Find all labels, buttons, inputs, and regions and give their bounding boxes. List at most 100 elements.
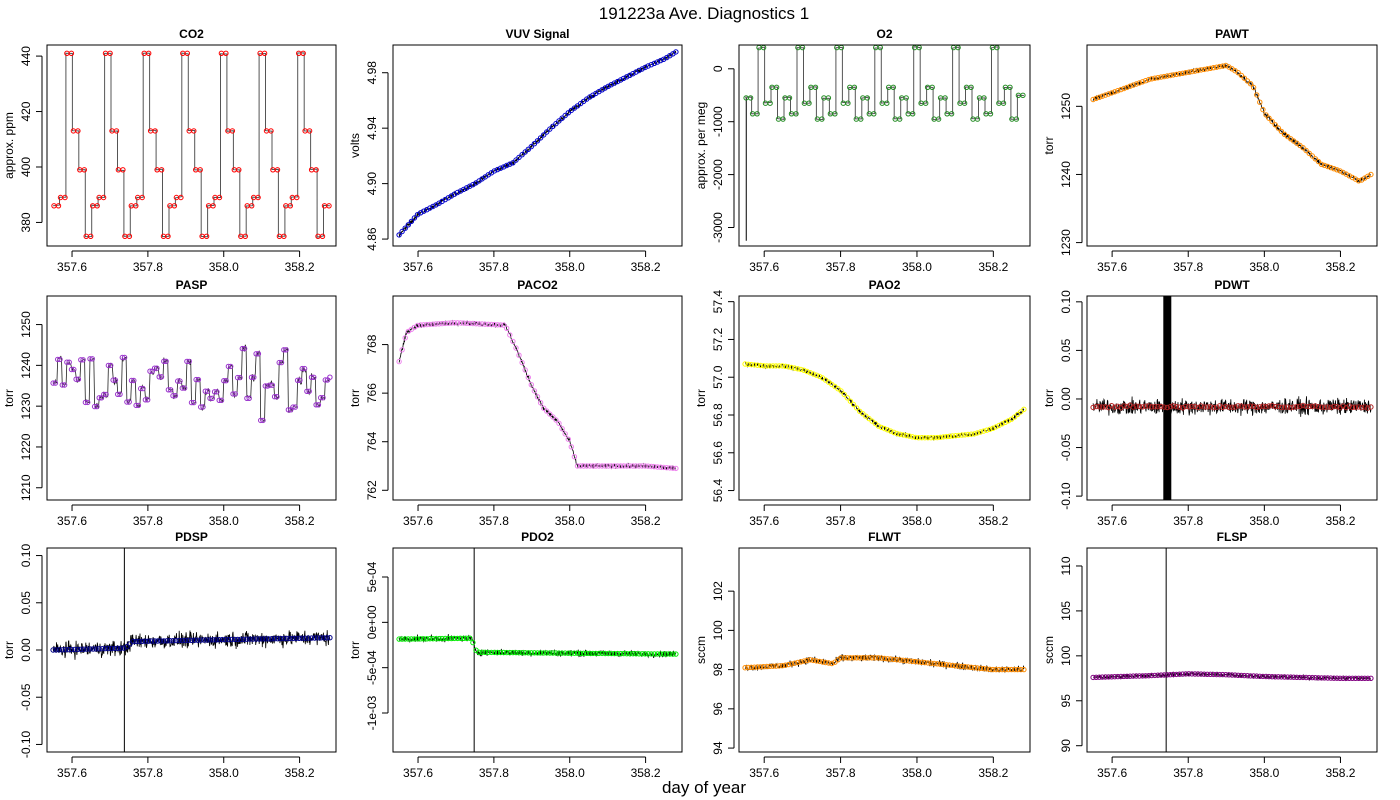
averaged-points: [396, 320, 679, 472]
average-point: [559, 115, 565, 121]
average-point: [620, 463, 627, 469]
average-point: [544, 650, 550, 656]
average-point: [485, 321, 491, 327]
average-point: [745, 664, 751, 671]
average-point: [1266, 115, 1272, 121]
average-point: [1263, 403, 1269, 410]
average-point: [1000, 100, 1007, 106]
average-point: [942, 95, 948, 101]
average-point: [139, 194, 145, 201]
average-point: [421, 322, 427, 328]
average-point: [745, 361, 751, 367]
average-point: [645, 63, 651, 69]
average-point: [798, 366, 804, 373]
y-tick-label: 98: [711, 663, 725, 677]
averaged-points: [743, 45, 1026, 122]
average-point: [396, 636, 402, 642]
panel-title: PASP: [176, 278, 208, 292]
average-point: [177, 378, 183, 384]
average-point: [528, 143, 534, 150]
average-point: [308, 374, 315, 380]
average-point: [871, 111, 877, 117]
average-point: [617, 463, 624, 469]
average-point: [1152, 404, 1158, 410]
average-point: [1090, 674, 1096, 681]
average-point: [923, 100, 929, 106]
average-point: [241, 636, 247, 642]
average-point: [168, 387, 174, 393]
average-point: [956, 432, 962, 439]
average-point: [1146, 76, 1152, 83]
average-point: [66, 359, 72, 365]
average-point: [445, 635, 451, 642]
x-tick-label: 358.2: [1325, 260, 1355, 274]
average-point: [1002, 666, 1008, 673]
average-point: [850, 655, 857, 661]
average-point: [776, 663, 782, 669]
average-point: [996, 666, 1002, 673]
average-point: [822, 659, 829, 666]
y-tick-label: -5e-04: [365, 650, 379, 685]
y-tick-label: -0.05: [19, 683, 33, 711]
plot-frame: [1086, 547, 1378, 753]
average-point: [584, 463, 590, 469]
average-point: [525, 650, 531, 656]
average-point: [479, 321, 485, 327]
x-tick-label: 358.2: [978, 260, 1008, 274]
average-point: [617, 650, 624, 657]
average-point: [87, 646, 93, 652]
plot-area: [1090, 62, 1374, 184]
y-tick-label: 420: [19, 101, 33, 121]
average-point: [1300, 145, 1306, 151]
average-point: [937, 661, 943, 667]
x-tick-label: 358.2: [285, 766, 315, 780]
average-point: [207, 395, 213, 401]
average-point: [1176, 71, 1183, 77]
average-point: [825, 95, 832, 101]
average-point: [559, 650, 565, 656]
average-point: [1331, 166, 1337, 172]
x-tick-label: 358.0: [1249, 514, 1279, 528]
average-point: [1124, 403, 1130, 410]
average-point: [614, 463, 621, 469]
average-point: [1011, 666, 1018, 673]
average-point: [935, 116, 942, 122]
average-point: [102, 645, 109, 652]
average-point: [188, 637, 195, 643]
average-point: [850, 401, 857, 408]
average-point: [807, 370, 813, 376]
plot-frame: [392, 44, 683, 247]
y-tick-label: 94: [711, 741, 725, 755]
y-tick-label: 5e-04: [365, 561, 379, 592]
average-point: [912, 434, 919, 441]
x-tick-label: 357.6: [57, 260, 87, 274]
average-point: [1309, 153, 1316, 159]
average-point: [654, 651, 661, 657]
x-tick-label: 358.2: [285, 514, 315, 528]
average-point: [654, 59, 661, 65]
average-point: [1244, 78, 1251, 84]
average-point: [59, 647, 65, 653]
plot-frame: [738, 44, 1031, 247]
average-point: [864, 95, 870, 101]
average-point: [522, 367, 528, 373]
average-point: [1020, 92, 1026, 99]
average-point: [1189, 671, 1195, 677]
average-point: [1303, 674, 1309, 681]
average-point: [1226, 672, 1232, 678]
average-point: [534, 394, 541, 400]
average-point: [154, 365, 160, 371]
average-point: [1325, 404, 1331, 410]
average-point: [847, 655, 854, 661]
average-point: [1278, 674, 1285, 680]
average-point: [943, 662, 950, 668]
average-point: [491, 649, 498, 656]
average-point: [78, 646, 84, 652]
average-point: [89, 356, 96, 362]
y-tick-label: 90: [1059, 739, 1073, 753]
average-point: [891, 429, 897, 435]
average-point: [445, 320, 451, 326]
average-point: [238, 636, 244, 642]
panel-title: VUV Signal: [505, 27, 569, 41]
average-point: [464, 320, 470, 326]
